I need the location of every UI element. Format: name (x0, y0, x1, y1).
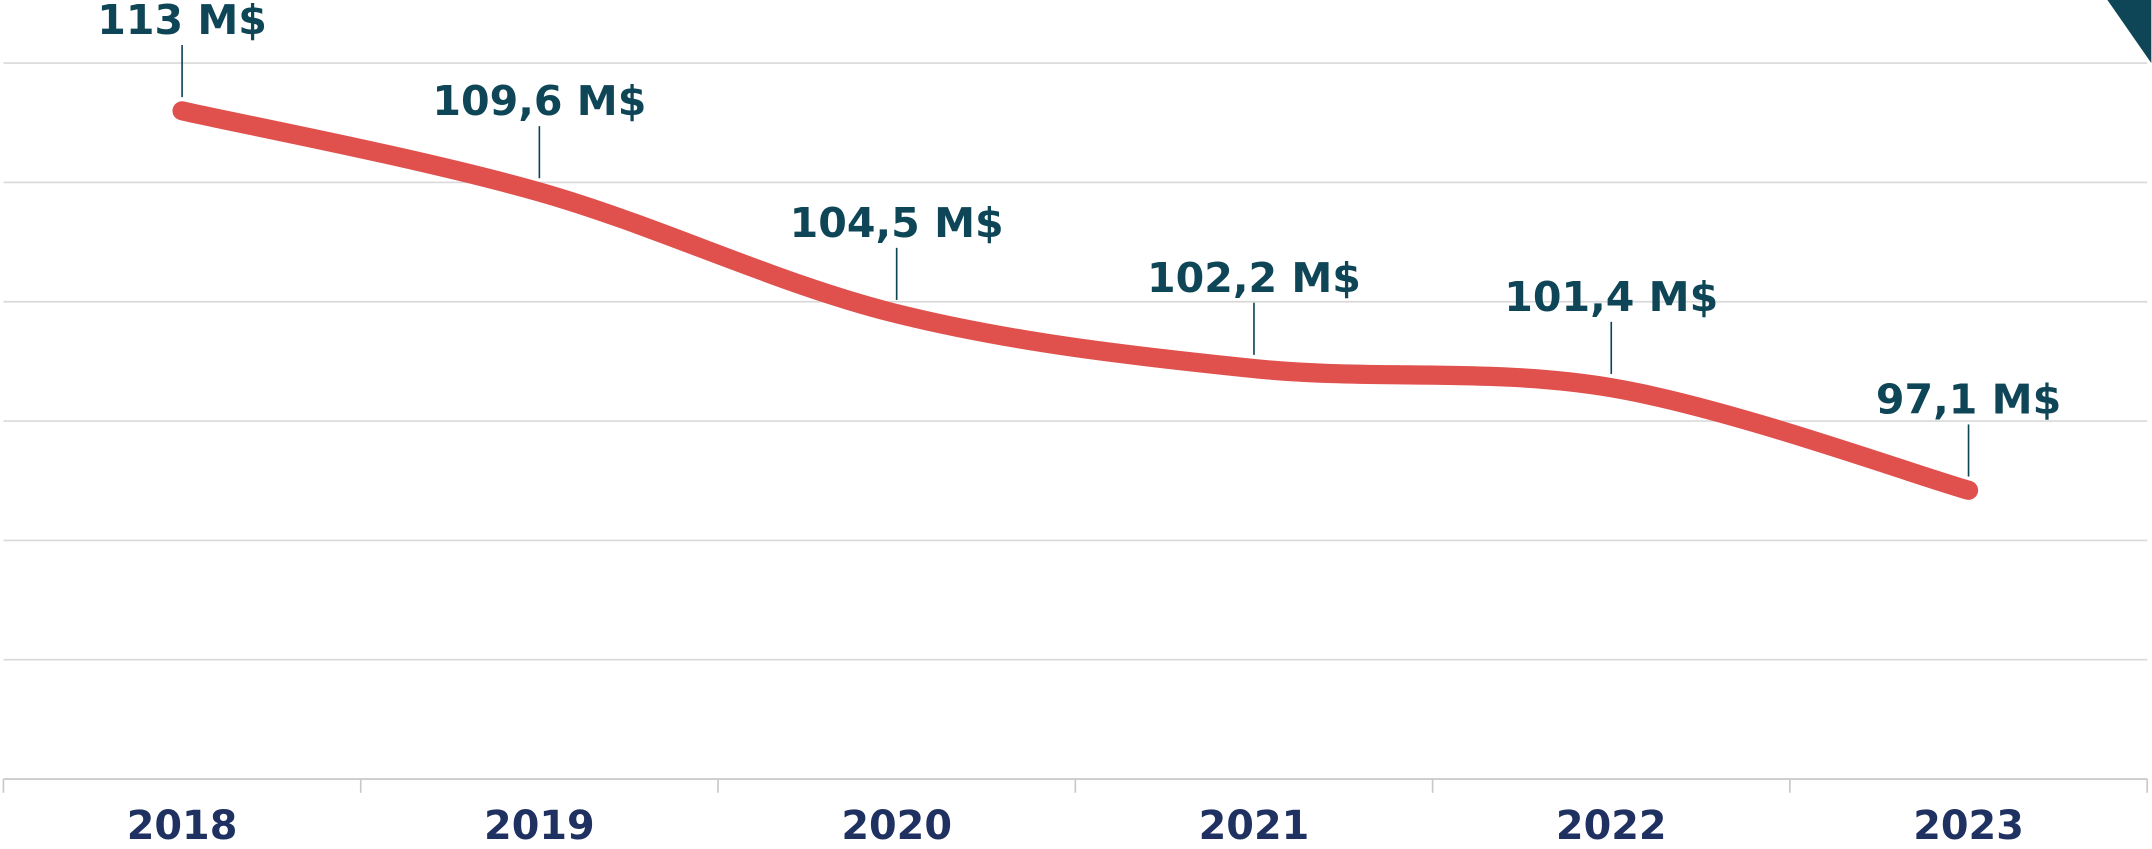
x-tick-label: 2019 (484, 803, 595, 849)
corner-decoration (2107, 0, 2152, 64)
data-label: 102,2 M$ (1147, 254, 1361, 302)
data-label: 109,6 M$ (432, 77, 646, 125)
data-label: 104,5 M$ (790, 199, 1004, 247)
line (172, 101, 1979, 500)
data-label: 97,1 M$ (1876, 376, 2061, 424)
data-label: 101,4 M$ (1504, 273, 1718, 321)
x-tick-label: 2023 (1913, 803, 2024, 849)
x-tick-label: 2020 (841, 803, 952, 849)
x-tick-label: 2021 (1199, 803, 1310, 849)
data-label: 113 M$ (97, 0, 267, 44)
x-tick-label: 2022 (1556, 803, 1667, 849)
x-tick-label: 2018 (127, 803, 238, 849)
